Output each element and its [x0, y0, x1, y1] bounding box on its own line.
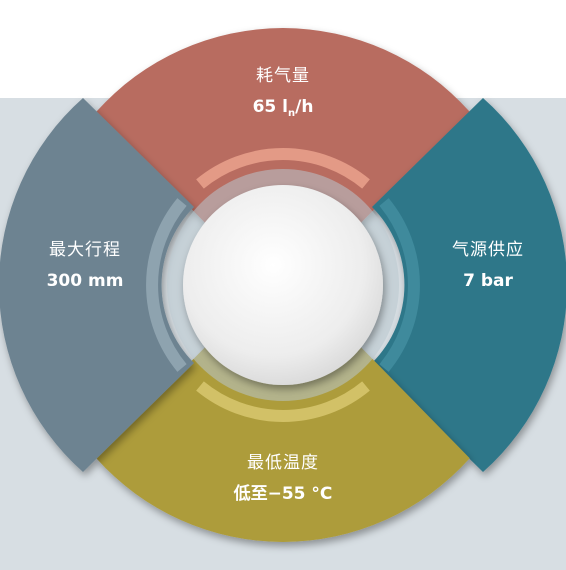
accent-arc-right — [379, 198, 420, 372]
center-disc — [183, 185, 383, 385]
label-top: 耗气量 65 ln/h — [183, 66, 383, 121]
accent-arc-bottom — [196, 381, 370, 422]
segment-right — [372, 98, 566, 472]
segment-top — [96, 28, 470, 223]
segment-left — [0, 98, 194, 472]
top-title: 耗气量 — [256, 66, 310, 86]
segment-bottom — [96, 347, 470, 542]
label-left: 最大行程 300 mm — [0, 240, 185, 293]
bottom-value: 低至−55 °C — [233, 484, 333, 505]
right-title: 气源供应 — [452, 240, 524, 260]
bottom-title: 最低温度 — [247, 453, 319, 473]
top-value: 65 ln/h — [252, 97, 314, 120]
label-bottom: 最低温度 低至−55 °C — [183, 453, 383, 506]
label-right: 气源供应 7 bar — [388, 240, 566, 293]
right-value: 7 bar — [463, 271, 513, 292]
accent-arc-left — [146, 198, 187, 372]
accent-arc-top — [196, 148, 370, 189]
left-title: 最大行程 — [49, 240, 121, 260]
left-value: 300 mm — [46, 271, 124, 292]
